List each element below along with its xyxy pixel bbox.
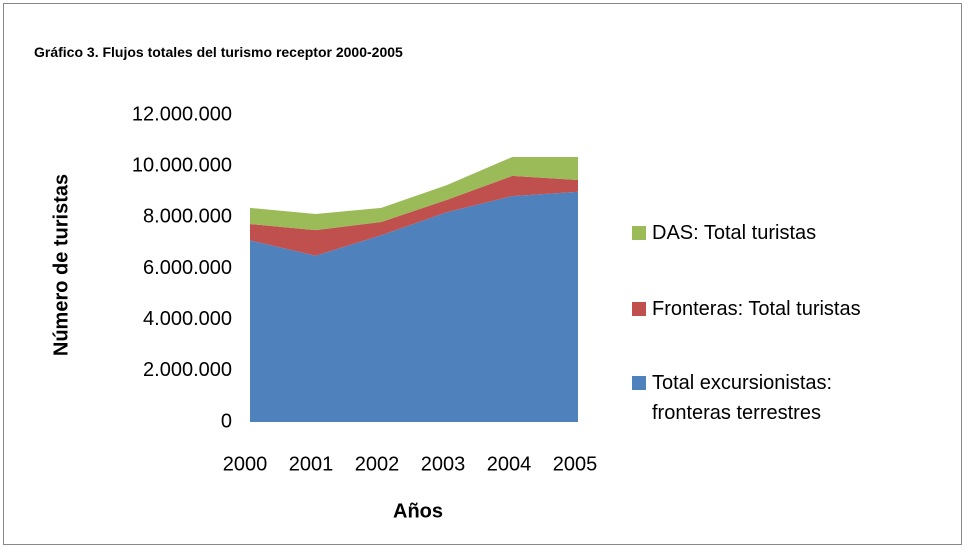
legend-label: Fronteras: Total turistas <box>652 298 861 320</box>
x-tick-label: 2005 <box>553 453 598 475</box>
x-tick-label: 2003 <box>421 453 466 475</box>
chart-title: Gráfico 3. Flujos totales del turismo re… <box>34 44 403 60</box>
y-tick-label: 8.000.000 <box>143 206 232 228</box>
area <box>250 175 578 256</box>
x-tick-label: 2002 <box>355 453 400 475</box>
area <box>250 191 578 422</box>
legend-swatch <box>632 376 646 390</box>
y-tick-label: 2.000.000 <box>143 359 232 381</box>
y-tick-label: 12.000.000 <box>132 103 232 125</box>
y-tick-label: 10.000.000 <box>132 154 232 176</box>
x-tick-label: 2004 <box>487 453 532 475</box>
y-axis-title: Número de turistas <box>50 174 72 356</box>
legend-label: Total excursionistas: fronteras terrestr… <box>652 372 833 424</box>
y-tick-label: 0 <box>221 410 232 432</box>
area <box>250 156 578 231</box>
x-tick-label: 2001 <box>289 453 334 475</box>
legend-swatch <box>632 226 646 240</box>
x-tick-label: 2000 <box>223 453 268 475</box>
legend-label: DAS: Total turistas <box>652 222 817 244</box>
y-tick-label: 4.000.000 <box>143 308 232 330</box>
legend-swatch <box>632 302 646 316</box>
y-tick-label: 6.000.000 <box>143 257 232 279</box>
x-axis-title: Años <box>393 500 443 522</box>
